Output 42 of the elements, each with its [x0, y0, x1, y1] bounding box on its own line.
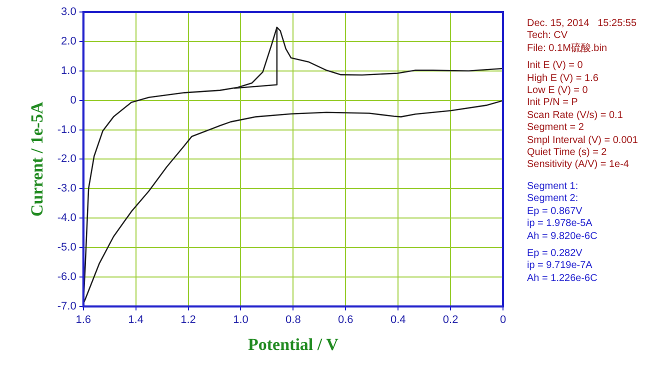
x-axis-title: Potential / V	[248, 335, 340, 354]
y-tick-label: 2.0	[61, 35, 76, 48]
text: Segment 2:	[527, 193, 580, 206]
text: Sensitivity (A/V) = 1e-4	[527, 159, 630, 172]
text: File: 0.1M硫酸.bin	[527, 42, 608, 56]
y-tick-label: -4.0	[57, 212, 76, 224]
y-tick-label: 0	[70, 94, 76, 106]
text: Ep = 0.867V	[527, 206, 584, 218]
text: Ep = 0.282V	[527, 248, 584, 260]
x-tick-label: 1.0	[233, 314, 248, 326]
text: Ah = 9.820e-6C	[527, 230, 598, 243]
y-tick-label: -1.0	[57, 124, 76, 136]
text: Low E (V) = 0	[527, 85, 589, 98]
x-tick-label: 0.6	[338, 314, 354, 326]
y-tick-label: 3.0	[61, 6, 76, 18]
text: ip = 9.719e-7A	[527, 260, 594, 273]
y-tick-label: -7.0	[57, 300, 76, 312]
text: Segment = 2	[527, 122, 585, 135]
text: ip = 1.978e-5A	[527, 218, 594, 230]
x-tick-label: 1.4	[128, 314, 144, 326]
y-tick-label: -5.0	[57, 242, 76, 254]
text: Quiet Time (s) = 2	[527, 147, 608, 160]
text: Ah = 1.226e-6C	[527, 272, 598, 286]
y-tick-label: 1.0	[61, 64, 76, 77]
y-axis-title: Current / 1e-5A	[28, 101, 47, 217]
text: Tech: CV	[527, 30, 569, 43]
text: Dec. 15, 2014 15:25:55	[527, 18, 638, 30]
x-tick-label: 0	[500, 314, 506, 326]
y-tick-label: -2.0	[57, 153, 76, 166]
x-tick-label: 0.8	[286, 314, 301, 326]
y-tick-label: -3.0	[57, 182, 76, 195]
text: Init E (V) = 0	[527, 60, 584, 73]
text: Smpl Interval (V) = 0.001	[527, 134, 638, 148]
x-tick-label: 0.4	[390, 314, 406, 326]
text: Scan Rate (V/s) = 0.1	[527, 110, 624, 122]
text: Init P/N = P	[527, 97, 579, 110]
y-tick-label: -6.0	[57, 270, 76, 283]
x-tick-label: 0.2	[442, 314, 458, 326]
text: Segment 1:	[527, 180, 580, 194]
text: High E (V) = 1.6	[527, 72, 600, 86]
x-tick-label: 1.6	[76, 314, 92, 326]
x-tick-label: 1.2	[180, 314, 196, 326]
